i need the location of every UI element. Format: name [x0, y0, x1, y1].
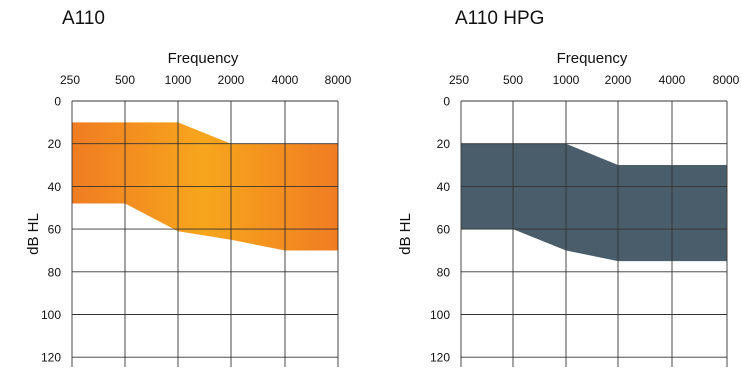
x-axis-title: Frequency	[168, 50, 239, 67]
y-tick-label: 40	[48, 180, 62, 194]
y-tick-label: 40	[437, 180, 451, 194]
x-tick-label: 8000	[325, 73, 352, 87]
x-tick-label: 250	[449, 73, 469, 87]
x-tick-label: 2000	[218, 73, 245, 87]
x-tick-label: 1000	[165, 73, 192, 87]
y-tick-label: 0	[443, 95, 450, 109]
x-tick-label: 4000	[659, 73, 686, 87]
x-tick-label: 8000	[713, 73, 740, 87]
y-tick-label: 100	[430, 308, 450, 322]
hearing-range-band	[461, 144, 727, 261]
y-tick-label: 60	[437, 223, 451, 237]
x-tick-label: 500	[115, 73, 135, 87]
x-tick-label: 250	[60, 73, 80, 87]
y-tick-label: 120	[430, 351, 450, 365]
y-tick-label: 0	[54, 95, 61, 109]
y-tick-label: 120	[41, 351, 61, 365]
y-tick-label: 20	[437, 137, 451, 151]
y-axis-title: dB HL	[397, 213, 414, 255]
y-tick-label: 80	[48, 265, 62, 279]
x-tick-label: 1000	[553, 73, 580, 87]
x-axis-title: Frequency	[557, 50, 628, 67]
x-tick-label: 4000	[272, 73, 299, 87]
chart-title: A110	[62, 8, 105, 29]
y-tick-label: 80	[437, 265, 451, 279]
y-axis-title: dB HL	[25, 213, 42, 255]
y-tick-label: 100	[41, 308, 61, 322]
y-tick-label: 20	[48, 137, 62, 151]
y-tick-label: 60	[48, 223, 62, 237]
x-tick-label: 2000	[605, 73, 632, 87]
chart-title: A110 HPG	[455, 8, 544, 29]
x-tick-label: 500	[503, 73, 523, 87]
